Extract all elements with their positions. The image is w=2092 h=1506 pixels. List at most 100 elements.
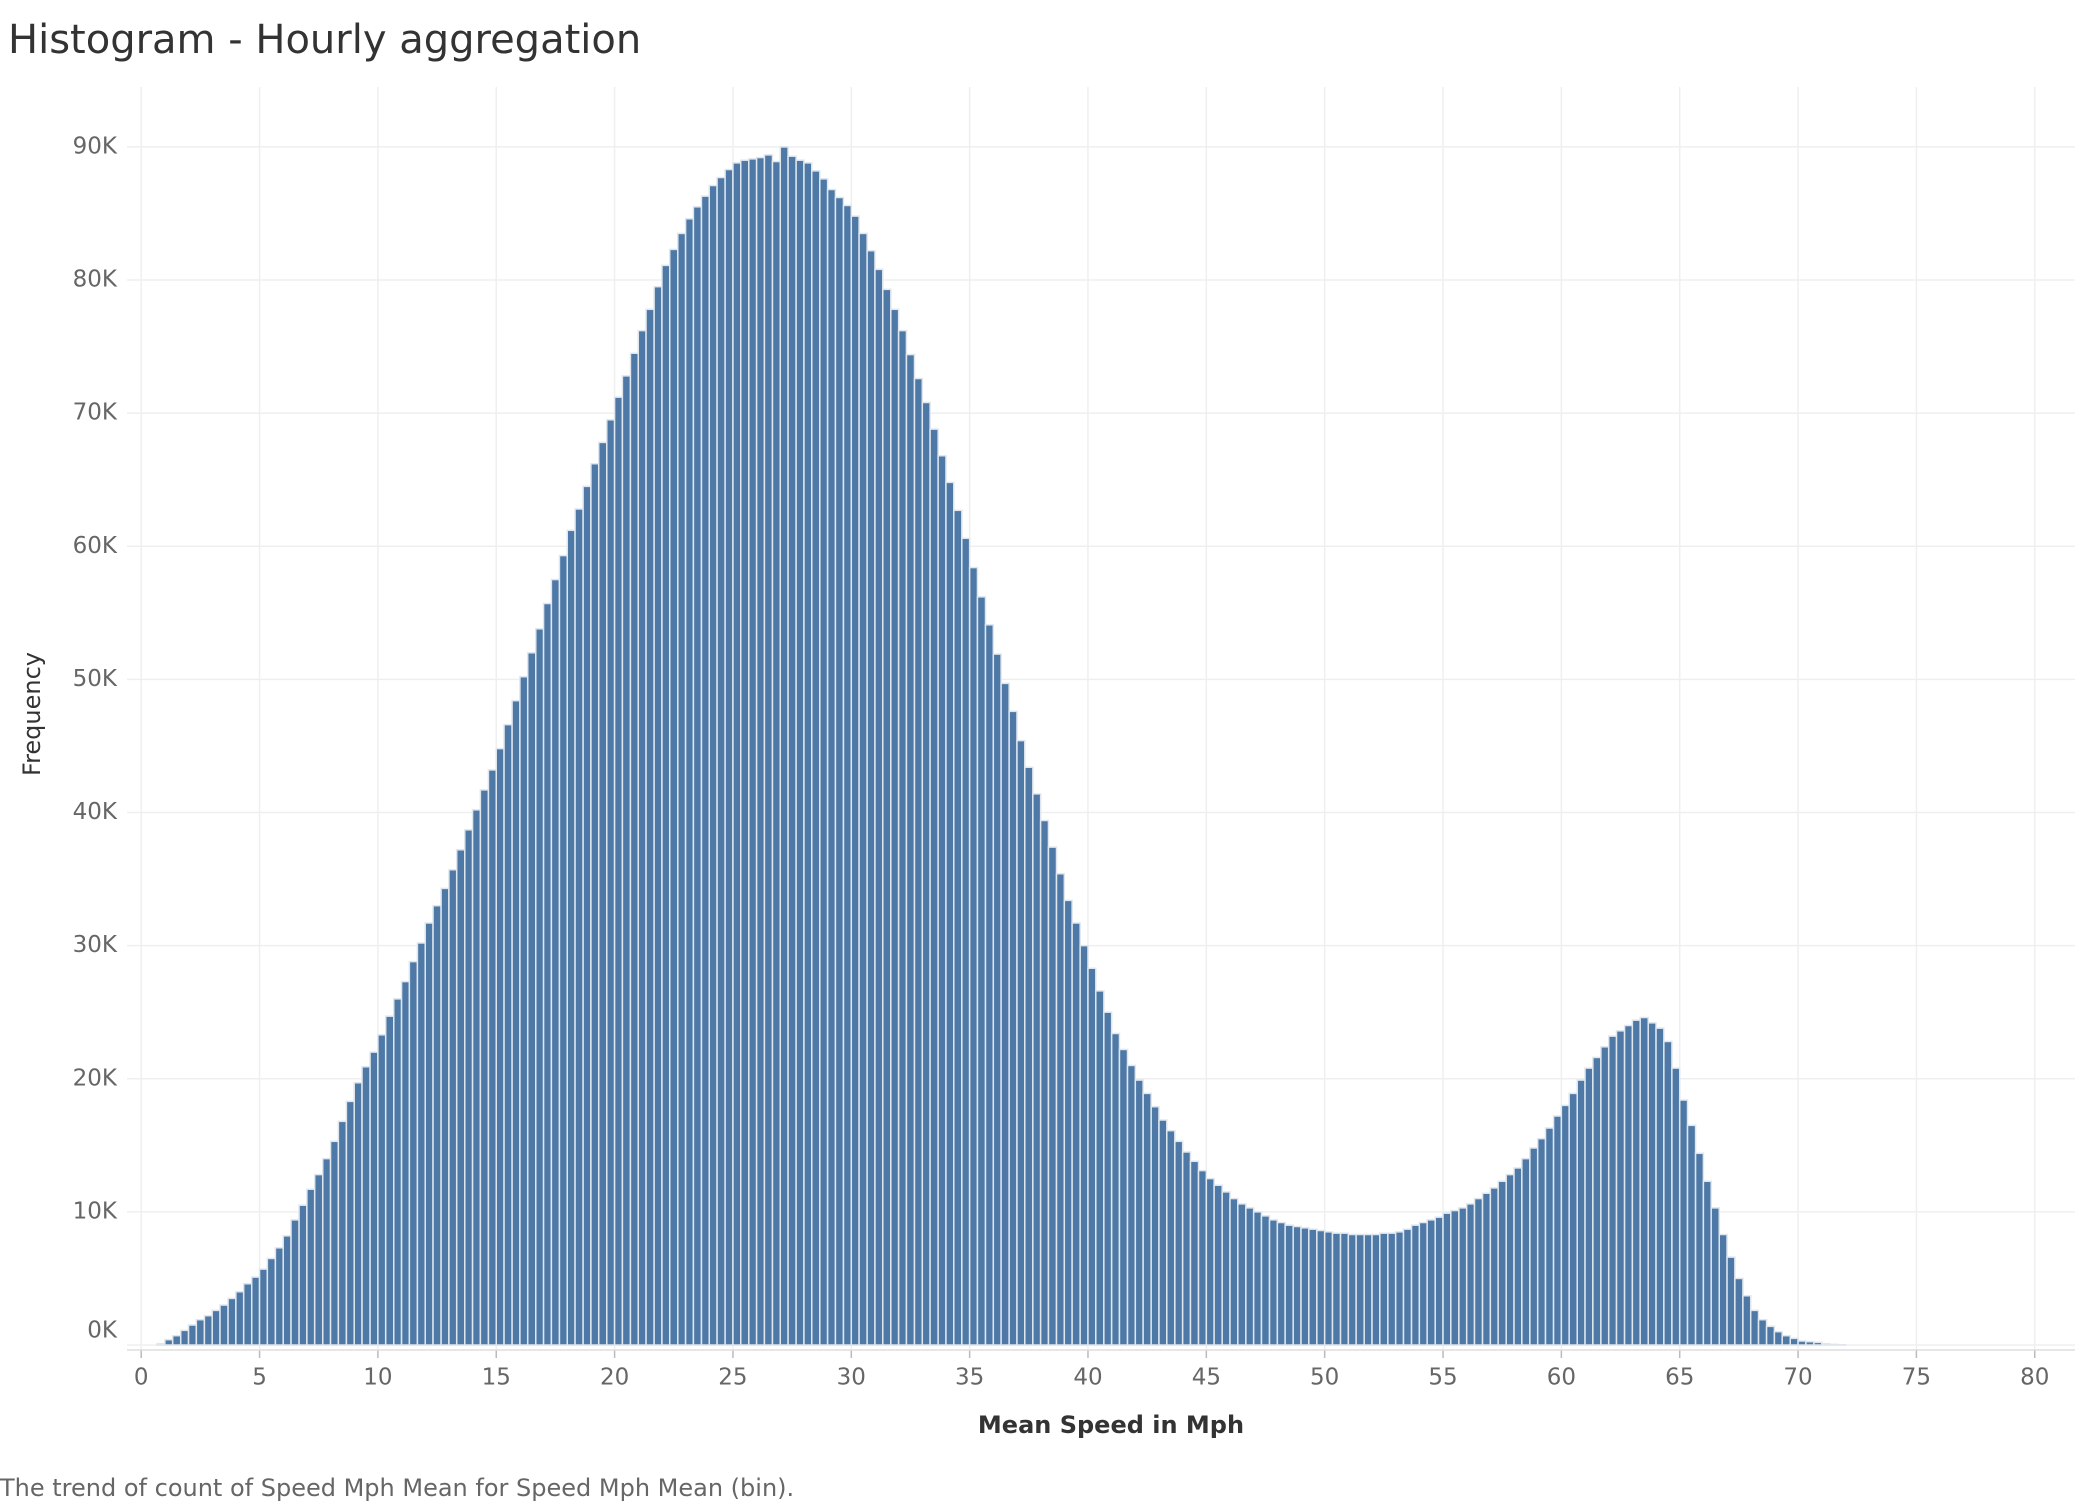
bar (171, 1334, 182, 1346)
bar (455, 849, 466, 1346)
bar (613, 396, 624, 1346)
bar (1126, 1064, 1137, 1346)
bar (250, 1276, 261, 1346)
x-tick-label: 10 (363, 1365, 392, 1391)
bar (321, 1157, 332, 1346)
bar (850, 215, 860, 1346)
bar (1442, 1212, 1452, 1346)
bar (266, 1257, 277, 1346)
x-tick-label: 65 (1665, 1365, 1694, 1391)
bar (1387, 1232, 1397, 1346)
bar (1552, 1115, 1563, 1346)
bar (1316, 1229, 1326, 1346)
bar (1607, 1035, 1618, 1346)
bar (258, 1268, 269, 1346)
bar (740, 159, 750, 1346)
bar (479, 789, 490, 1346)
bar (1781, 1334, 1792, 1346)
y-tick-label: 80K (73, 267, 118, 293)
bar (1103, 1011, 1113, 1346)
bar (1260, 1215, 1271, 1346)
bar (1773, 1330, 1783, 1346)
bar (1087, 967, 1097, 1346)
bar (866, 249, 876, 1346)
bar (1284, 1224, 1294, 1346)
bar (1568, 1092, 1578, 1346)
bar (1402, 1228, 1413, 1346)
bar (1813, 1341, 1823, 1346)
bar (542, 602, 553, 1346)
bar (771, 160, 782, 1346)
bar (361, 1066, 371, 1346)
bar (384, 1015, 395, 1346)
bar (440, 887, 450, 1346)
bar (369, 1051, 379, 1346)
bar (219, 1304, 229, 1346)
x-axis-label: Mean Speed in Mph (978, 1411, 1244, 1439)
bar (495, 747, 505, 1346)
bar (913, 377, 924, 1346)
x-tick-label: 35 (955, 1365, 984, 1391)
bar (1410, 1224, 1421, 1346)
bar (1276, 1221, 1286, 1346)
bar (921, 401, 931, 1346)
bar (1252, 1211, 1263, 1346)
x-tick-label: 25 (718, 1365, 747, 1391)
bar (1521, 1157, 1531, 1346)
x-tick-label: 75 (1902, 1365, 1931, 1391)
bar (1671, 1067, 1681, 1346)
bar (1205, 1177, 1215, 1346)
bar (621, 375, 632, 1346)
bar (203, 1314, 213, 1346)
bar (227, 1297, 237, 1346)
bar (1450, 1209, 1460, 1346)
bar (1765, 1325, 1776, 1346)
bar (345, 1100, 355, 1346)
bar (1237, 1203, 1247, 1346)
bar (724, 168, 734, 1346)
bar (1718, 1233, 1728, 1346)
bar (748, 158, 758, 1346)
bar (1663, 1040, 1673, 1346)
bar (408, 960, 419, 1346)
bar (819, 178, 829, 1346)
bar (306, 1188, 316, 1346)
bar (834, 196, 845, 1346)
bar (637, 329, 647, 1346)
bar (290, 1219, 300, 1346)
bar (448, 869, 458, 1346)
bar (1592, 1056, 1602, 1346)
bar (424, 922, 434, 1346)
bar (574, 508, 584, 1346)
bar (393, 998, 403, 1346)
bar (653, 285, 663, 1346)
bar (1221, 1191, 1231, 1346)
bar (1079, 944, 1089, 1346)
bar (1584, 1067, 1594, 1346)
bar (464, 829, 474, 1346)
bar (905, 353, 916, 1346)
bar (1820, 1342, 1831, 1346)
bar (1024, 766, 1034, 1346)
bar (953, 509, 963, 1346)
bar (1197, 1169, 1208, 1346)
y-tick-label: 0K (87, 1318, 118, 1344)
bar (732, 162, 742, 1346)
x-tick-label: 55 (1428, 1365, 1457, 1391)
y-tick-label: 40K (73, 799, 118, 825)
bar (329, 1140, 340, 1346)
x-tick-label: 70 (1783, 1365, 1812, 1391)
bar (1458, 1207, 1468, 1346)
bar (1481, 1192, 1492, 1346)
bar (535, 628, 545, 1346)
bar (1631, 1019, 1641, 1346)
bar (590, 462, 600, 1346)
bar (1189, 1160, 1200, 1346)
chart-title: Histogram - Hourly aggregation (8, 17, 641, 63)
bar (1016, 739, 1026, 1346)
x-tick-label: 45 (1192, 1365, 1221, 1391)
bar (937, 454, 947, 1346)
bar (377, 1034, 387, 1346)
y-tick-label: 90K (73, 133, 118, 159)
bar (487, 769, 497, 1346)
